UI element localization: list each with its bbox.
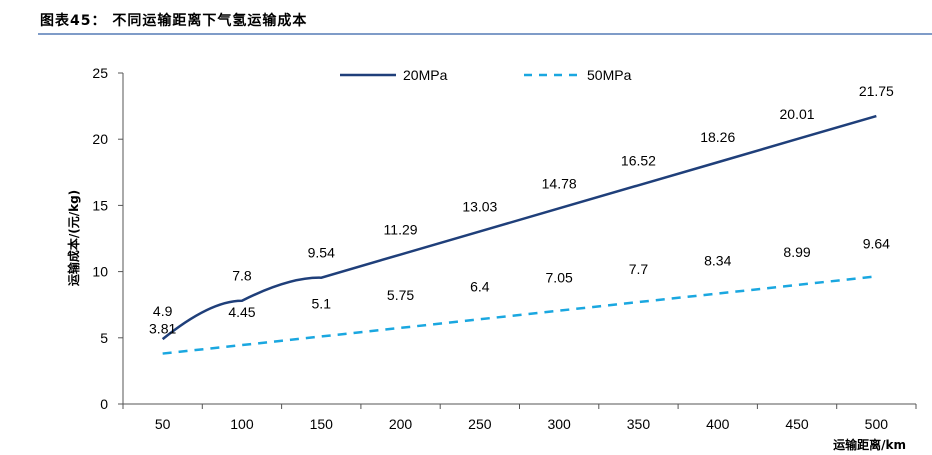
x-tick-label: 450	[785, 416, 809, 432]
y-axis-ticks: 0 5 10 15 20 25	[92, 65, 123, 412]
y-tick-label: 20	[92, 131, 108, 147]
data-label: 4.9	[153, 303, 173, 319]
x-tick-label: 500	[865, 416, 889, 432]
x-tick-label: 300	[547, 416, 571, 432]
x-axis-ticks: 50 100 150 200 250 300 350 400 450 500	[122, 404, 917, 432]
data-label: 6.4	[470, 278, 490, 294]
data-label: 3.81	[149, 321, 176, 337]
legend-label: 20MPa	[403, 67, 448, 83]
data-label: 9.54	[308, 245, 335, 261]
data-label: 5.75	[387, 287, 414, 303]
data-label: 18.26	[700, 129, 735, 145]
x-tick-label: 250	[468, 416, 492, 432]
legend-label: 50MPa	[587, 67, 632, 83]
series-lines	[161, 114, 877, 355]
legend: 20MPa 50MPa	[340, 67, 632, 83]
data-label: 5.1	[312, 295, 332, 311]
data-label: 11.29	[384, 222, 418, 238]
figure-title: 图表45： 不同运输距离下气氢运输成本	[40, 13, 308, 29]
x-tick-label: 200	[389, 416, 413, 432]
data-label: 13.03	[462, 198, 497, 214]
data-label: 21.75	[859, 83, 894, 99]
series-line-20mpa	[161, 114, 877, 341]
data-label: 7.7	[629, 261, 649, 277]
axes	[122, 73, 916, 405]
series-line-50mpa	[162, 275, 877, 355]
y-tick-label: 0	[100, 396, 108, 412]
x-tick-label: 150	[310, 416, 334, 432]
data-label: 14.78	[542, 175, 577, 191]
data-label: 7.8	[232, 268, 252, 284]
x-tick-label: 350	[627, 416, 651, 432]
x-tick-label: 100	[230, 416, 254, 432]
data-label: 7.05	[546, 270, 573, 286]
data-label: 9.64	[863, 235, 890, 251]
data-label: 8.99	[783, 244, 810, 260]
y-tick-label: 5	[100, 330, 108, 346]
data-label: 20.01	[780, 106, 815, 122]
x-tick-label: 50	[155, 416, 171, 432]
data-label: 4.45	[228, 304, 255, 320]
y-tick-label: 25	[92, 65, 108, 81]
title-divider	[38, 33, 932, 35]
x-axis-title: 运输距离/km	[833, 437, 906, 452]
x-tick-label: 400	[706, 416, 730, 432]
data-label: 16.52	[621, 152, 656, 168]
y-axis-title: 运输成本/(元/kg)	[66, 190, 81, 286]
data-labels: 4.9 7.8 9.54 11.29 13.03 14.78 16.52 18.26 20.01…	[149, 83, 894, 337]
y-tick-label: 10	[92, 264, 108, 280]
y-tick-label: 15	[92, 197, 108, 213]
data-label: 8.34	[704, 253, 731, 269]
